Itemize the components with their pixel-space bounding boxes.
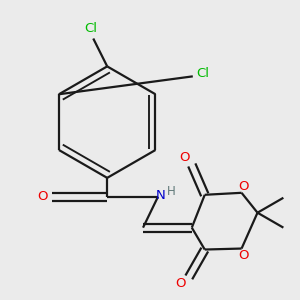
Text: H: H [167,185,176,198]
Text: O: O [38,190,48,203]
Text: Cl: Cl [84,22,97,34]
Text: N: N [156,189,166,202]
Text: Cl: Cl [196,68,209,80]
Text: O: O [175,278,186,290]
Text: O: O [179,151,190,164]
Text: O: O [239,180,249,193]
Text: O: O [239,249,249,262]
